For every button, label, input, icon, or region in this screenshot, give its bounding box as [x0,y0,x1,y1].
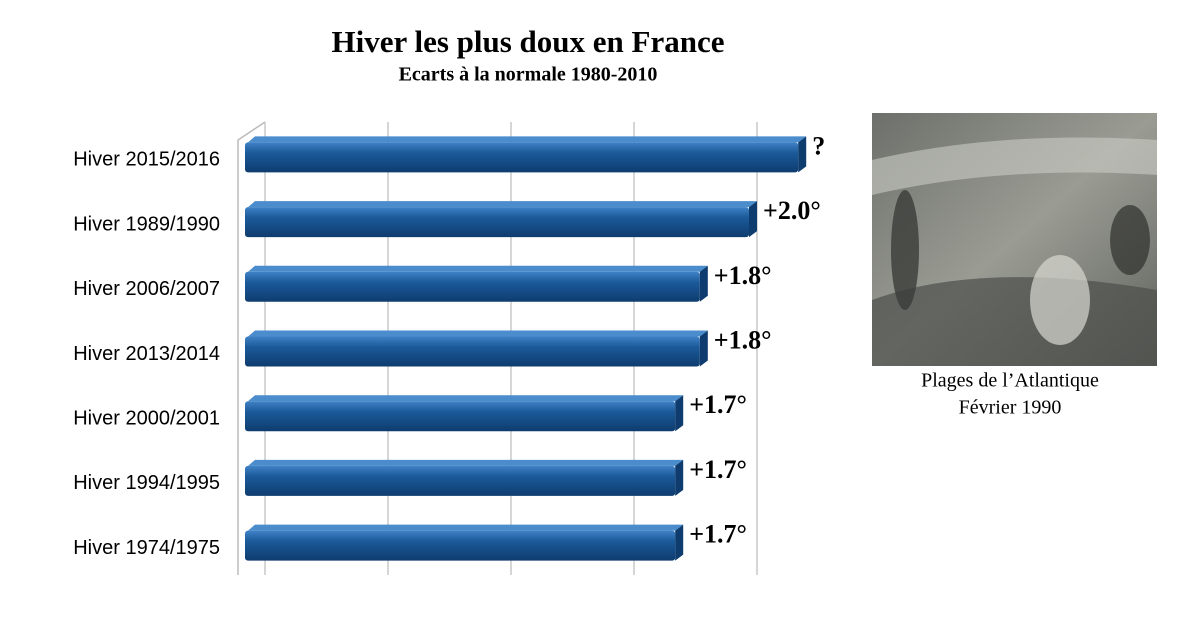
bar [245,401,676,432]
bar-cap [248,459,684,466]
bar [245,465,676,496]
chart-subtitle: Ecarts à la normale 1980-2010 [399,64,658,86]
bar [245,207,749,238]
value-label: +1.8° [714,325,772,354]
bar-side [749,201,757,238]
y-tick-label: Hiver 2013/2014 [73,343,220,365]
y-tick-label: Hiver 2015/2016 [73,149,220,171]
bar-cap [248,201,757,208]
value-label: +2.0° [763,196,821,225]
photo-sea [872,137,1157,195]
photo-figure [1110,205,1150,275]
bar-side [675,524,684,561]
bar-side [675,395,684,432]
bar [245,271,700,302]
photo-figure [891,190,919,310]
value-label: +1.7° [689,455,747,484]
y-tick-label: Hiver 1994/1995 [73,472,220,494]
value-label: +1.7° [689,390,747,419]
bar-cap [248,136,807,143]
value-label: +1.8° [714,261,772,290]
photo [872,113,1157,366]
bar-side [798,136,807,173]
y-tick-label: Hiver 1974/1975 [73,537,220,559]
bar-side [699,330,708,367]
photo-caption: Plages de l’Atlantique [921,370,1099,392]
photo-caption: Février 1990 [959,397,1062,419]
value-label: ? [812,131,825,160]
bar-cap [248,395,684,402]
chart-title: Hiver les plus doux en France [332,24,725,59]
photo-figure [1030,255,1090,345]
bar-cap [248,524,684,531]
y-tick-label: Hiver 1989/1990 [73,213,220,235]
bar-side [699,265,708,302]
y-tick-label: Hiver 2000/2001 [73,407,220,429]
bar [245,530,676,561]
bar-side [675,459,684,496]
value-label: +1.7° [689,520,747,549]
y-tick-label: Hiver 2006/2007 [73,278,220,300]
bar [245,336,700,367]
plot-frame [237,121,266,575]
bar [245,142,799,173]
bar-cap [248,330,708,337]
bar-cap [248,265,708,272]
